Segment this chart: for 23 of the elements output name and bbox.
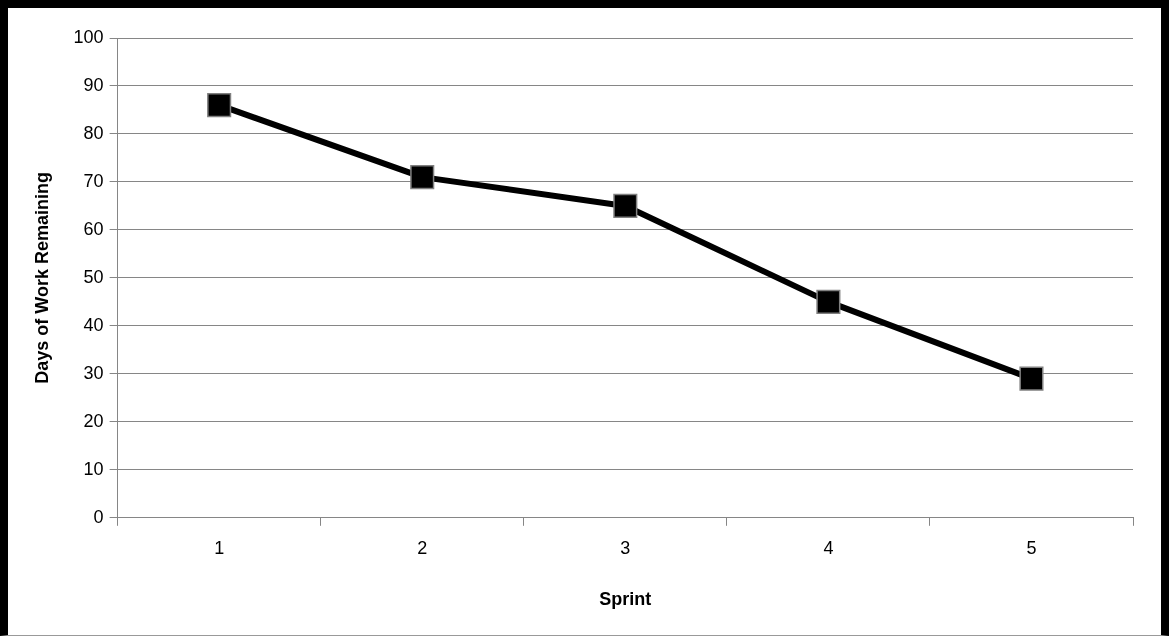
x-tick-label: 4: [823, 537, 834, 558]
x-tick-label: 2: [417, 537, 428, 558]
point: [613, 193, 638, 218]
y-tick-label: 30: [83, 362, 104, 383]
x-axis-title: Sprint: [599, 589, 652, 610]
y-tick-label: 50: [83, 266, 104, 287]
y-tick-label: 100: [73, 26, 104, 47]
y-tick-label: 0: [93, 506, 104, 527]
y-tick-label: 60: [83, 218, 104, 239]
y-tick-label: 90: [83, 74, 104, 95]
point: [207, 93, 232, 118]
point: [816, 289, 841, 314]
y-tick-label: 10: [83, 458, 104, 479]
x-tick-label: 5: [1026, 537, 1037, 558]
y-axis-title: Days of Work Remaining: [31, 172, 52, 384]
y-tick-label: 20: [83, 410, 104, 431]
y-tick-label: 70: [83, 170, 104, 191]
y-tick-label: 80: [83, 122, 104, 143]
point: [1019, 366, 1044, 391]
point: [410, 165, 435, 190]
x-tick-label: 3: [620, 537, 631, 558]
y-tick-label: 40: [83, 314, 104, 335]
x-tick-label: 1: [214, 537, 225, 558]
